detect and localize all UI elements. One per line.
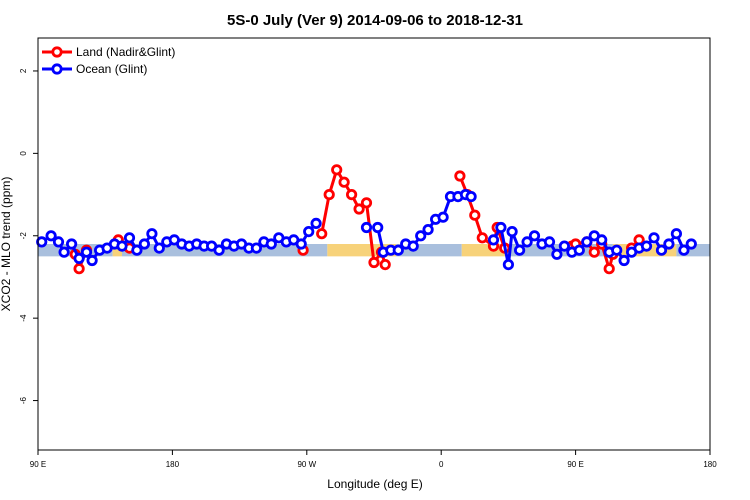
series-ocean [36,189,697,271]
data-point-ocean [36,236,48,248]
data-point-ocean [372,221,384,234]
data-point-ocean [558,240,571,252]
y-tick-label: -4 [19,314,28,322]
data-point-ocean [640,240,653,252]
data-point-ocean [303,226,315,238]
x-axis-label: Longitude (deg E) [327,477,422,491]
data-point-land [73,263,85,275]
surface-band-land-1 [112,244,122,257]
data-point-land [603,263,615,275]
data-point-land [379,258,391,271]
chart-title: 5S-0 July (Ver 9) 2014-09-06 to 2018-12-… [227,12,523,29]
data-point-land [360,197,373,209]
x-tick-label: 180 [703,460,717,469]
data-point-ocean [670,228,683,240]
series-line-land [320,168,387,266]
y-tick-label: -6 [19,396,28,404]
data-point-ocean [265,238,277,250]
data-point-ocean [295,238,307,250]
data-point-ocean [213,244,225,256]
data-point-ocean [250,242,262,254]
plot-frame [37,37,711,451]
data-point-land [454,170,466,182]
data-point-ocean [153,242,165,254]
data-point-ocean [422,224,434,236]
data-point-ocean [123,232,136,244]
data-point-ocean [521,236,533,248]
data-point-land [345,189,358,201]
data-point-land [469,209,481,221]
data-point-ocean [611,244,623,256]
data-point-ocean [80,246,93,258]
data-point-ocean [138,238,150,250]
data-point-ocean [415,230,427,242]
data-point-ocean [66,238,78,250]
data-point-ocean [502,258,514,271]
data-point-land [353,203,365,215]
y-tick-label: 0 [19,151,28,156]
data-point-ocean [146,228,158,240]
data-point-ocean [528,230,541,242]
data-point-ocean [506,226,518,238]
data-point-ocean [437,211,449,223]
data-point-land [588,246,600,258]
data-point-land [476,232,488,244]
data-point-ocean [73,252,85,264]
data-point-ocean [685,238,697,250]
x-tick-label: 180 [166,460,180,469]
data-point-ocean [551,248,563,260]
data-point-ocean [663,238,675,250]
data-point-ocean [360,221,373,234]
y-tick-label: 2 [19,68,28,73]
data-point-ocean [513,244,526,256]
x-tick-label: 90 E [30,460,46,469]
data-point-ocean [596,234,608,246]
data-point-ocean [52,236,65,248]
data-point-land [323,189,335,201]
legend: Land (Nadir&Glint) Ocean (Glint) [42,45,175,76]
data-point-ocean [58,246,70,258]
data-point-land [316,228,328,240]
data-point-ocean [487,234,500,246]
legend-marker-ocean [51,63,63,75]
data-point-ocean [310,217,322,229]
x-tick-label: 0 [439,460,444,469]
data-point-ocean [581,236,593,248]
data-point-ocean [648,232,660,244]
data-point-ocean [543,236,556,248]
legend-label-ocean: Ocean (Glint) [76,62,147,76]
data-point-ocean [678,244,690,256]
y-axis-label: XCO2 - MLO trend (ppm) [0,177,13,312]
series-layer [36,164,697,275]
data-point-ocean [618,254,630,267]
x-tick-label: 90 W [297,460,316,469]
data-point-ocean [131,244,143,256]
data-point-ocean [407,240,419,252]
y-tick-label: -2 [19,232,28,240]
data-point-ocean [465,191,477,203]
legend-label-land: Land (Nadir&Glint) [76,45,175,59]
data-point-land [368,256,380,269]
legend-marker-land [51,46,63,58]
data-point-land [331,164,343,176]
data-point-ocean [655,244,668,256]
data-point-ocean [392,244,404,256]
data-point-ocean [86,254,98,267]
data-point-land [338,176,350,188]
data-point-ocean [116,240,128,252]
x-axis: 90 E 180 90 W 0 90 E 180 [30,450,717,469]
x-tick-label: 90 E [567,460,583,469]
y-axis: 2 0 -2 -4 -6 [19,68,38,404]
data-point-ocean [45,230,57,242]
data-point-ocean [573,244,585,256]
data-point-ocean [495,221,507,234]
